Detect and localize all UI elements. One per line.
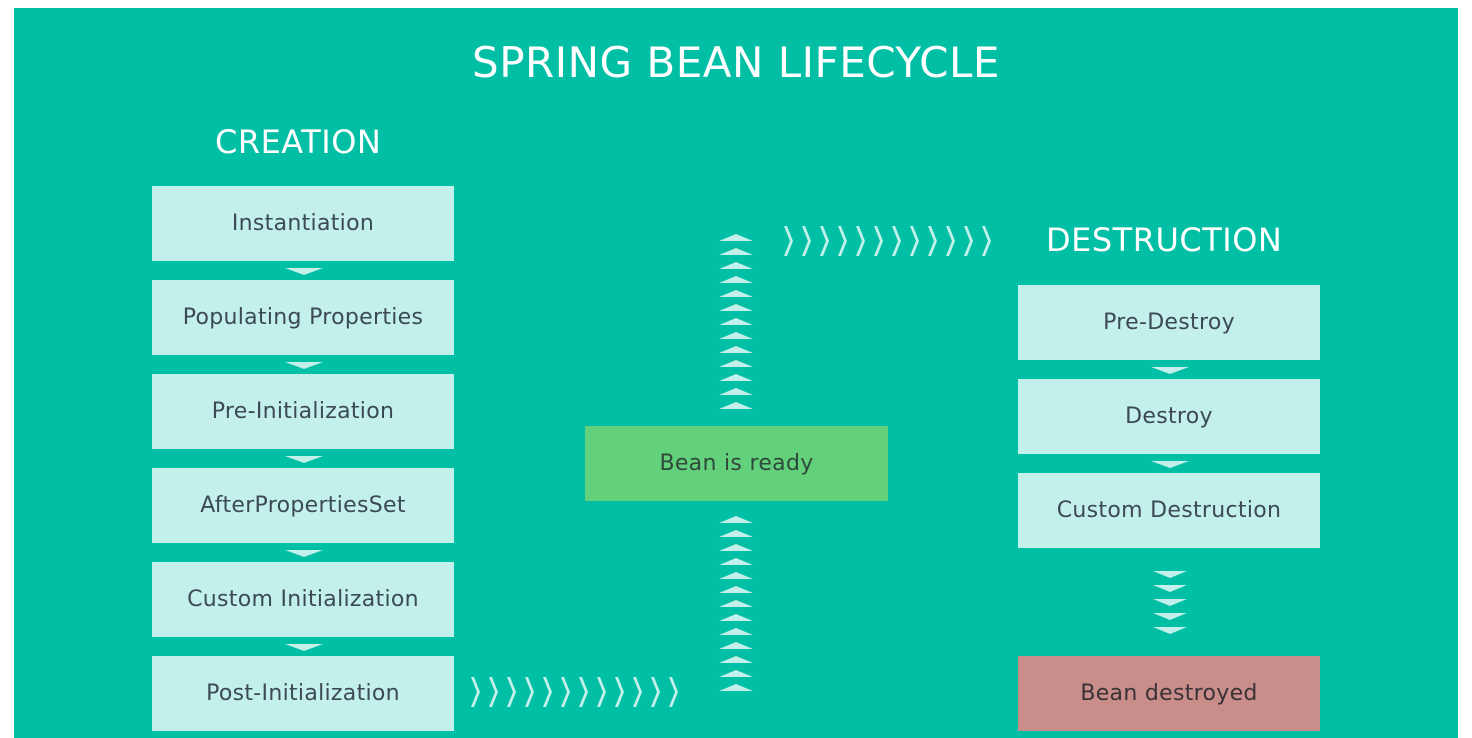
chevron-down-icon: [1151, 367, 1189, 374]
chevron-up-icon: [719, 234, 753, 241]
chevron-down-icon: [1153, 627, 1187, 634]
step-after-properties-set: AfterPropertiesSet: [152, 468, 454, 543]
lifecycle-diagram: SPRING BEAN LIFECYCLE CREATION Instantia…: [14, 8, 1458, 738]
chevron-right-row-icon: [471, 677, 678, 707]
chevron-up-icon: [719, 586, 753, 593]
chevron-down-icon: [1153, 585, 1187, 592]
step-custom-initialization: Custom Initialization: [152, 562, 454, 637]
chevron-up-icon: [719, 374, 753, 381]
diagram-title: SPRING BEAN LIFECYCLE: [472, 38, 1000, 87]
chevron-up-icon: [719, 656, 753, 663]
chevron-up-icon: [719, 600, 753, 607]
chevron-up-icon: [719, 276, 753, 283]
chevron-up-icon: [719, 360, 753, 367]
bean-ready-box: Bean is ready: [585, 426, 888, 501]
top-caption-strip: [0, 0, 1472, 8]
step-instantiation: Instantiation: [152, 186, 454, 261]
chevron-down-icon: [1153, 613, 1187, 620]
step-destroy: Destroy: [1018, 379, 1320, 454]
chevron-up-icon: [719, 530, 753, 537]
chevron-up-icon: [719, 516, 753, 523]
chevron-down-icon: [1151, 461, 1189, 468]
chevron-up-icon: [719, 572, 753, 579]
step-post-initialization: Post-Initialization: [152, 656, 454, 731]
chevron-up-icon: [719, 684, 753, 691]
chevron-right-row-icon: [784, 226, 991, 256]
chevron-up-icon: [719, 670, 753, 677]
chevron-up-icon: [719, 402, 753, 409]
chevron-up-icon: [719, 290, 753, 297]
chevron-down-icon: [1153, 571, 1187, 578]
chevron-up-icon: [719, 304, 753, 311]
destruction-heading: DESTRUCTION: [1046, 221, 1283, 259]
chevron-up-icon: [719, 558, 753, 565]
chevron-down-icon: [285, 644, 323, 651]
chevron-down-icon: [285, 268, 323, 275]
chevron-up-icon: [719, 642, 753, 649]
bean-destroyed-box: Bean destroyed: [1018, 656, 1320, 731]
chevron-down-icon: [1153, 599, 1187, 606]
chevron-down-icon: [285, 362, 323, 369]
chevron-up-icon: [719, 614, 753, 621]
chevron-up-icon: [719, 544, 753, 551]
creation-heading: CREATION: [215, 123, 382, 161]
step-custom-destruction: Custom Destruction: [1018, 473, 1320, 548]
step-populating-properties: Populating Properties: [152, 280, 454, 355]
chevron-up-icon: [719, 388, 753, 395]
chevron-up-icon: [719, 346, 753, 353]
chevron-up-icon: [719, 248, 753, 255]
step-pre-initialization: Pre-Initialization: [152, 374, 454, 449]
chevron-up-icon: [719, 332, 753, 339]
step-pre-destroy: Pre-Destroy: [1018, 285, 1320, 360]
chevron-down-icon: [285, 550, 323, 557]
chevron-up-icon: [719, 628, 753, 635]
chevron-up-icon: [719, 262, 753, 269]
chevron-down-icon: [285, 456, 323, 463]
chevron-up-icon: [719, 318, 753, 325]
